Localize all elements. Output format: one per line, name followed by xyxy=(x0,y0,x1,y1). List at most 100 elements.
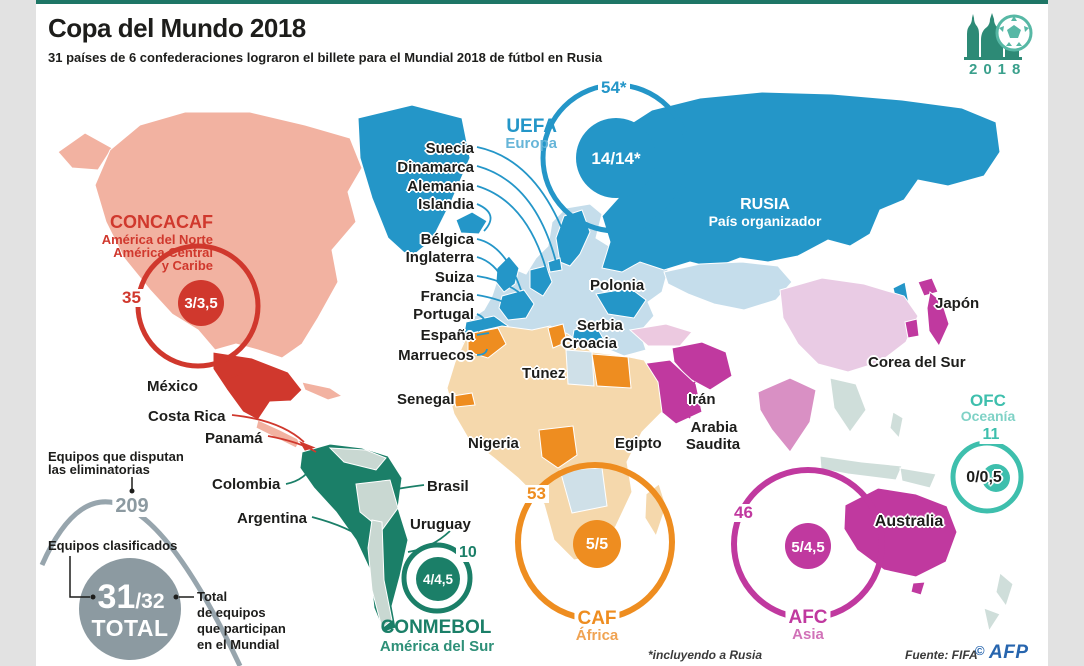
shape-new-guinea xyxy=(899,467,937,489)
total-note-line4: en el Mundial xyxy=(197,637,280,652)
concacaf-name: CONCACAF xyxy=(110,212,213,232)
shape-caribbean xyxy=(301,381,344,401)
country-belgica: Bélgica xyxy=(420,231,474,248)
country-colombia: Colombia xyxy=(212,476,281,493)
uefa-total-teams: 54* xyxy=(598,79,630,97)
uefa-name: UEFA xyxy=(506,116,557,137)
concacaf-region-line3: y Caribe xyxy=(161,258,213,273)
concacaf-qualified-circle xyxy=(178,280,224,326)
qualifiers-label-line2: las eliminatorias xyxy=(48,462,150,477)
afc-qualified: 5/4,5 xyxy=(791,539,825,556)
qualified-count: 31 xyxy=(97,578,136,616)
qualifiers-label-line1: Equipos que disputan xyxy=(48,449,184,464)
ofc-qualified: 0/0,5 xyxy=(966,469,1002,486)
afp-logo: © AFP xyxy=(975,642,1029,664)
conmebol-region: América del Sur xyxy=(379,638,495,655)
shape-libya xyxy=(565,349,595,387)
shape-poland xyxy=(595,287,647,319)
country-espana: España xyxy=(420,327,474,344)
shape-north-america xyxy=(94,111,363,359)
copyright-symbol: © xyxy=(975,643,985,658)
caf-name: CAF xyxy=(574,609,620,629)
shape-greenland xyxy=(357,104,471,259)
country-suiza: Suiza xyxy=(434,269,474,286)
total-slots: /32 xyxy=(135,590,165,613)
source-credit: Fuente: FIFA xyxy=(905,648,978,662)
country-arabia-saudita-line1: Arabia xyxy=(690,419,738,436)
country-mexico: México xyxy=(147,378,198,395)
shape-iceland xyxy=(455,211,488,235)
logo-year: 2018 xyxy=(969,61,1027,78)
country-serbia: Serbia xyxy=(577,317,623,334)
country-francia: Francia xyxy=(420,288,474,305)
shape-tunisia xyxy=(547,323,568,349)
shape-bolivia-paraguay xyxy=(355,479,399,531)
shape-china xyxy=(779,277,919,373)
agency-name: AFP xyxy=(989,642,1029,663)
shape-chile xyxy=(367,519,393,629)
ofc-qualified-circle xyxy=(982,464,1010,492)
total-circle xyxy=(79,558,181,660)
shape-south-korea xyxy=(904,318,920,339)
shape-india xyxy=(757,377,817,453)
country-arabia-saudita-line2: Saudita xyxy=(685,436,741,453)
shape-tasmania xyxy=(910,581,926,596)
page-title: Copa del Mundo 2018 xyxy=(48,13,306,43)
top-accent-bar xyxy=(36,0,1048,4)
shape-japan xyxy=(926,291,950,348)
shape-senegal xyxy=(452,392,476,408)
concacaf-total-teams: 35 xyxy=(119,289,144,307)
conmebol-qualified-circle xyxy=(416,557,460,601)
caf-qualified: 5/5 xyxy=(585,536,609,553)
shape-new-zealand xyxy=(983,572,1014,633)
ofc-total-teams: 11 xyxy=(979,426,1003,444)
leader-lines xyxy=(69,146,696,600)
country-nigeria: Nigeria xyxy=(468,435,519,452)
total-label: TOTAL xyxy=(91,615,169,641)
country-costa-rica: Costa Rica xyxy=(148,408,226,425)
afc-name: AFC xyxy=(785,608,831,628)
qualified-count-group: 31/32 xyxy=(97,578,165,616)
country-corea: Corea del Sur xyxy=(868,354,966,371)
country-egipto: Egipto xyxy=(615,435,662,452)
uefa-qualified-circle xyxy=(576,118,656,198)
shape-egypt xyxy=(591,353,632,389)
footnote-russia: *incluyendo a Rusia xyxy=(648,648,763,662)
caf-region: África xyxy=(575,627,619,644)
host-name: RUSIA xyxy=(740,196,790,213)
country-argentina: Argentina xyxy=(237,510,308,527)
ofc-region: Oceanía xyxy=(960,408,1016,424)
total-note-line2: de equipos xyxy=(197,605,266,620)
country-islandia: Islandia xyxy=(418,196,474,213)
shape-central-asia xyxy=(663,261,793,311)
shape-se-asia xyxy=(829,377,867,433)
country-suecia: Suecia xyxy=(425,140,474,157)
host-subtitle: País organizador xyxy=(708,213,822,229)
total-note-line3: que participan xyxy=(197,621,286,636)
country-dinamarca: Dinamarca xyxy=(397,159,474,176)
afc-qualified-circle xyxy=(785,523,831,569)
subtitle: 31 países de 6 confederaciones lograron … xyxy=(48,50,603,65)
country-tunez: Túnez xyxy=(522,365,566,382)
soccer-ball-icon xyxy=(995,14,1033,52)
caf-qualified-circle xyxy=(573,520,621,568)
country-senegal: Senegal xyxy=(397,391,455,408)
country-panama: Panamá xyxy=(205,430,263,447)
concacaf-region-line2: América Central xyxy=(113,245,213,260)
conmebol-total-teams: 10 xyxy=(456,544,480,562)
conmebol-ring xyxy=(401,542,473,614)
country-inglaterra: Inglaterra xyxy=(405,249,474,266)
ofc-name: OFC xyxy=(970,391,1006,410)
shape-alaska xyxy=(57,132,113,171)
conmebol-name: CONMEBOL xyxy=(380,617,492,638)
country-portugal: Portugal xyxy=(413,306,474,323)
total-note-line1: Total xyxy=(197,589,228,604)
afc-region: Asia xyxy=(792,626,824,643)
shape-venezuela-guyanas xyxy=(328,447,387,471)
shape-congo xyxy=(559,467,608,514)
afc-total-teams: 46 xyxy=(731,504,756,522)
country-iran: Irán xyxy=(688,391,716,408)
uefa-region: Europa xyxy=(505,135,557,152)
